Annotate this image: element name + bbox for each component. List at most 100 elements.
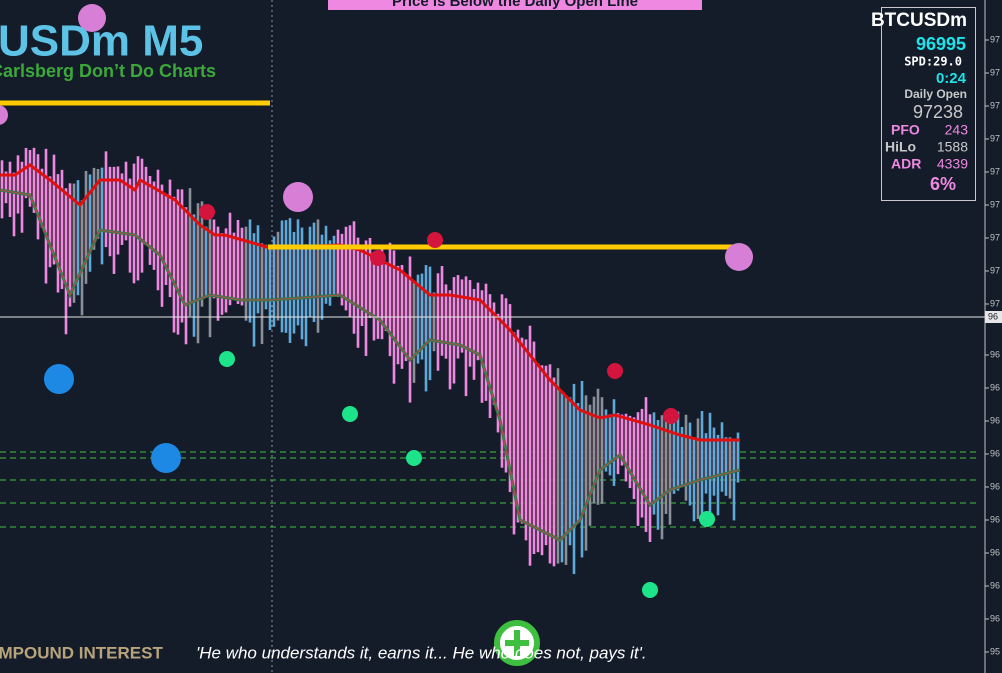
candle [116, 166, 120, 255]
candle [136, 156, 140, 281]
hilo-label: HiLo [885, 139, 916, 155]
banner: Price is Below the Daily Open Line [392, 0, 638, 10]
candle [72, 183, 76, 303]
candle [336, 229, 340, 297]
axis-label: 96 [990, 448, 1000, 458]
candle [536, 363, 540, 553]
candle [580, 380, 584, 558]
candle [608, 414, 612, 476]
dot [699, 511, 715, 527]
candle [660, 415, 664, 540]
candle [288, 218, 292, 343]
candle [500, 294, 504, 468]
candle [432, 292, 436, 352]
candle [4, 171, 8, 204]
candle [52, 154, 56, 265]
candle [308, 226, 312, 317]
candle [664, 415, 668, 514]
footer-quote: 'He who understands it, earns it... He w… [196, 643, 647, 662]
candle [16, 155, 20, 214]
candle [576, 402, 580, 523]
candle [212, 219, 216, 299]
candle [92, 167, 96, 250]
candle [472, 288, 476, 380]
axis-bg [985, 0, 1002, 673]
candle [348, 225, 352, 317]
candle [464, 276, 468, 397]
axis-label: 97 [990, 34, 1000, 44]
candles [0, 147, 740, 575]
candle [452, 277, 456, 384]
candle [232, 232, 236, 300]
dot [199, 204, 215, 220]
candle [148, 176, 152, 265]
candle [560, 391, 564, 563]
candle [624, 413, 628, 482]
candle [208, 206, 212, 338]
candle [292, 232, 296, 334]
candle [112, 166, 116, 274]
candle [76, 180, 80, 296]
axis-label: 96 [990, 349, 1000, 359]
candle [492, 302, 496, 405]
candle [140, 158, 144, 273]
dot [406, 450, 422, 466]
candle [416, 274, 420, 364]
candle [520, 337, 524, 524]
candle [564, 395, 568, 565]
candle [20, 161, 24, 233]
candle [196, 203, 200, 344]
candle [676, 411, 680, 491]
candle [104, 151, 108, 248]
candle [316, 219, 320, 333]
candle [244, 226, 248, 321]
candle [200, 201, 204, 307]
axis-label: 97 [990, 133, 1000, 143]
candle [708, 412, 712, 513]
candle [296, 219, 300, 326]
candle [376, 251, 380, 339]
info-panel: BTCUSDm 96995 SPD:29.0 0:24 Daily Open 9… [871, 7, 976, 201]
candle [88, 174, 92, 272]
candle [668, 408, 672, 525]
candle [132, 163, 136, 284]
pfo: 243 [945, 122, 969, 138]
title: USDm M5 [0, 17, 203, 66]
candle [64, 188, 68, 335]
axis-label: 96 [990, 514, 1000, 524]
candle [428, 266, 432, 381]
candle [320, 234, 324, 320]
dot [427, 232, 443, 248]
current-price-label: 96 [988, 311, 998, 321]
candle [396, 265, 400, 365]
candle [504, 298, 508, 473]
candle [32, 147, 36, 213]
dot [725, 243, 753, 271]
candle [480, 290, 484, 403]
axis-label: 96 [990, 547, 1000, 557]
dot [219, 351, 235, 367]
hilo: 1588 [937, 139, 968, 155]
subtitle: Carlsberg Don’t Do Charts [0, 61, 216, 81]
candle [100, 167, 104, 265]
axis-label: 97 [990, 232, 1000, 242]
candle [172, 196, 176, 333]
dot [44, 364, 74, 394]
dot [663, 408, 679, 424]
candle [484, 283, 488, 401]
candle [36, 154, 40, 240]
candle [488, 294, 492, 419]
dot [370, 250, 386, 266]
candle [512, 332, 516, 535]
dot [0, 105, 8, 125]
candle [620, 414, 624, 466]
candle [728, 437, 732, 499]
candle [568, 397, 572, 546]
candle [12, 172, 16, 237]
candle [68, 183, 72, 307]
candle [724, 437, 728, 496]
candle [424, 265, 428, 392]
candle [284, 220, 288, 333]
candle [280, 220, 284, 333]
